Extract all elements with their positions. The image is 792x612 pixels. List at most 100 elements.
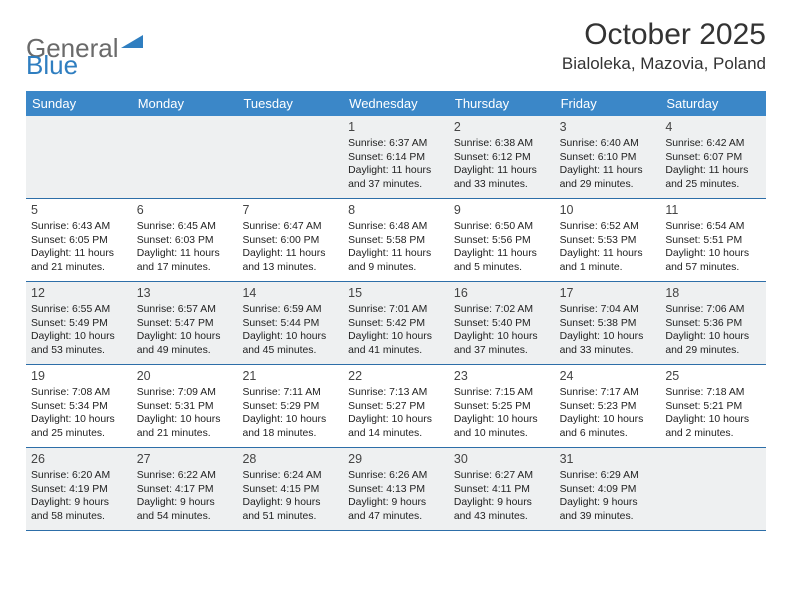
sunset-text: Sunset: 5:21 PM <box>665 400 761 414</box>
sunrise-text: Sunrise: 7:15 AM <box>454 386 550 400</box>
daylight-text: Daylight: 10 hours and 25 minutes. <box>31 413 127 440</box>
sunset-text: Sunset: 6:05 PM <box>31 234 127 248</box>
sunrise-text: Sunrise: 6:27 AM <box>454 469 550 483</box>
day-cell: 9Sunrise: 6:50 AMSunset: 5:56 PMDaylight… <box>449 199 555 281</box>
sunrise-text: Sunrise: 6:42 AM <box>665 137 761 151</box>
day-number: 6 <box>137 202 233 218</box>
sunset-text: Sunset: 4:17 PM <box>137 483 233 497</box>
week-row: 12Sunrise: 6:55 AMSunset: 5:49 PMDayligh… <box>26 282 766 365</box>
sunrise-text: Sunrise: 7:06 AM <box>665 303 761 317</box>
daylight-text: Daylight: 10 hours and 41 minutes. <box>348 330 444 357</box>
sunrise-text: Sunrise: 7:08 AM <box>31 386 127 400</box>
day-cell: 8Sunrise: 6:48 AMSunset: 5:58 PMDaylight… <box>343 199 449 281</box>
sunrise-text: Sunrise: 6:57 AM <box>137 303 233 317</box>
day-cell: 3 Sunrise: 6:40 AMSunset: 6:10 PMDaylight… <box>555 116 661 198</box>
day-number: 3 <box>560 119 656 135</box>
sunset-text: Sunset: 4:13 PM <box>348 483 444 497</box>
day-cell: 7Sunrise: 6:47 AMSunset: 6:00 PMDaylight… <box>237 199 343 281</box>
daylight-text: Daylight: 11 hours and 29 minutes. <box>560 164 656 191</box>
sunrise-text: Sunrise: 6:54 AM <box>665 220 761 234</box>
day-number: 5 <box>31 202 127 218</box>
sunset-text: Sunset: 5:34 PM <box>31 400 127 414</box>
daylight-text: Daylight: 11 hours and 1 minute. <box>560 247 656 274</box>
daylight-text: Daylight: 11 hours and 9 minutes. <box>348 247 444 274</box>
daylight-text: Daylight: 9 hours and 54 minutes. <box>137 496 233 523</box>
daylight-text: Daylight: 10 hours and 37 minutes. <box>454 330 550 357</box>
day-cell: 21Sunrise: 7:11 AMSunset: 5:29 PMDayligh… <box>237 365 343 447</box>
day-cell: 24Sunrise: 7:17 AMSunset: 5:23 PMDayligh… <box>555 365 661 447</box>
week-row: 19Sunrise: 7:08 AMSunset: 5:34 PMDayligh… <box>26 365 766 448</box>
day-cell: 27Sunrise: 6:22 AMSunset: 4:17 PMDayligh… <box>132 448 238 530</box>
day-headers-row: Sunday Monday Tuesday Wednesday Thursday… <box>26 91 766 116</box>
daylight-text: Daylight: 10 hours and 18 minutes. <box>242 413 338 440</box>
sunset-text: Sunset: 6:07 PM <box>665 151 761 165</box>
sunset-text: Sunset: 6:10 PM <box>560 151 656 165</box>
day-number: 13 <box>137 285 233 301</box>
daylight-text: Daylight: 11 hours and 21 minutes. <box>31 247 127 274</box>
day-cell: 2Sunrise: 6:38 AMSunset: 6:12 PMDaylight… <box>449 116 555 198</box>
day-cell: 22Sunrise: 7:13 AMSunset: 5:27 PMDayligh… <box>343 365 449 447</box>
day-number: 18 <box>665 285 761 301</box>
daylight-text: Daylight: 11 hours and 13 minutes. <box>242 247 338 274</box>
logo-triangle-icon <box>121 24 143 55</box>
sunrise-text: Sunrise: 6:45 AM <box>137 220 233 234</box>
day-header: Thursday <box>449 91 555 116</box>
sunrise-text: Sunrise: 6:29 AM <box>560 469 656 483</box>
day-number: 31 <box>560 451 656 467</box>
daylight-text: Daylight: 9 hours and 39 minutes. <box>560 496 656 523</box>
daylight-text: Daylight: 9 hours and 51 minutes. <box>242 496 338 523</box>
sunrise-text: Sunrise: 6:38 AM <box>454 137 550 151</box>
sunset-text: Sunset: 5:27 PM <box>348 400 444 414</box>
day-number: 28 <box>242 451 338 467</box>
day-number: 9 <box>454 202 550 218</box>
month-title: October 2025 <box>562 18 766 52</box>
day-number: 19 <box>31 368 127 384</box>
day-number: 8 <box>348 202 444 218</box>
day-header: Monday <box>132 91 238 116</box>
sunrise-text: Sunrise: 6:40 AM <box>560 137 656 151</box>
sunrise-text: Sunrise: 6:52 AM <box>560 220 656 234</box>
daylight-text: Daylight: 11 hours and 25 minutes. <box>665 164 761 191</box>
day-header: Sunday <box>26 91 132 116</box>
day-cell: 25Sunrise: 7:18 AMSunset: 5:21 PMDayligh… <box>660 365 766 447</box>
sunrise-text: Sunrise: 7:18 AM <box>665 386 761 400</box>
title-block: October 2025 Bialoleka, Mazovia, Poland <box>562 18 766 74</box>
day-cell: 12Sunrise: 6:55 AMSunset: 5:49 PMDayligh… <box>26 282 132 364</box>
day-cell: 13Sunrise: 6:57 AMSunset: 5:47 PMDayligh… <box>132 282 238 364</box>
day-cell: 26Sunrise: 6:20 AMSunset: 4:19 PMDayligh… <box>26 448 132 530</box>
day-cell: 31Sunrise: 6:29 AMSunset: 4:09 PMDayligh… <box>555 448 661 530</box>
daylight-text: Daylight: 9 hours and 47 minutes. <box>348 496 444 523</box>
sunrise-text: Sunrise: 7:02 AM <box>454 303 550 317</box>
day-cell <box>132 116 238 198</box>
day-header: Tuesday <box>237 91 343 116</box>
daylight-text: Daylight: 10 hours and 33 minutes. <box>560 330 656 357</box>
day-number: 11 <box>665 202 761 218</box>
daylight-text: Daylight: 10 hours and 45 minutes. <box>242 330 338 357</box>
day-cell: 29 Sunrise: 6:26 AMSunset: 4:13 PMDayligh… <box>343 448 449 530</box>
day-number: 23 <box>454 368 550 384</box>
sunset-text: Sunset: 5:23 PM <box>560 400 656 414</box>
day-cell: 16Sunrise: 7:02 AMSunset: 5:40 PMDayligh… <box>449 282 555 364</box>
day-number: 2 <box>454 119 550 135</box>
daylight-text: Daylight: 10 hours and 29 minutes. <box>665 330 761 357</box>
day-number: 24 <box>560 368 656 384</box>
daylight-text: Daylight: 10 hours and 53 minutes. <box>31 330 127 357</box>
sunrise-text: Sunrise: 6:50 AM <box>454 220 550 234</box>
day-cell: 19 Sunrise: 7:08 AMSunset: 5:34 PMDayligh… <box>26 365 132 447</box>
sunrise-text: Sunrise: 6:43 AM <box>31 220 127 234</box>
day-number: 30 <box>454 451 550 467</box>
sunset-text: Sunset: 6:00 PM <box>242 234 338 248</box>
sunrise-text: Sunrise: 6:26 AM <box>348 469 444 483</box>
sunrise-text: Sunrise: 6:37 AM <box>348 137 444 151</box>
day-cell: 15Sunrise: 7:01 AMSunset: 5:42 PMDayligh… <box>343 282 449 364</box>
daylight-text: Daylight: 11 hours and 33 minutes. <box>454 164 550 191</box>
sunset-text: Sunset: 5:29 PM <box>242 400 338 414</box>
day-cell: 20Sunrise: 7:09 AMSunset: 5:31 PMDayligh… <box>132 365 238 447</box>
sunrise-text: Sunrise: 6:22 AM <box>137 469 233 483</box>
weeks-container: 1Sunrise: 6:37 AMSunset: 6:14 PMDaylight… <box>26 116 766 531</box>
day-cell: 18Sunrise: 7:06 AMSunset: 5:36 PMDayligh… <box>660 282 766 364</box>
day-header: Friday <box>555 91 661 116</box>
day-number: 29 <box>348 451 444 467</box>
sunrise-text: Sunrise: 7:13 AM <box>348 386 444 400</box>
sunset-text: Sunset: 4:19 PM <box>31 483 127 497</box>
